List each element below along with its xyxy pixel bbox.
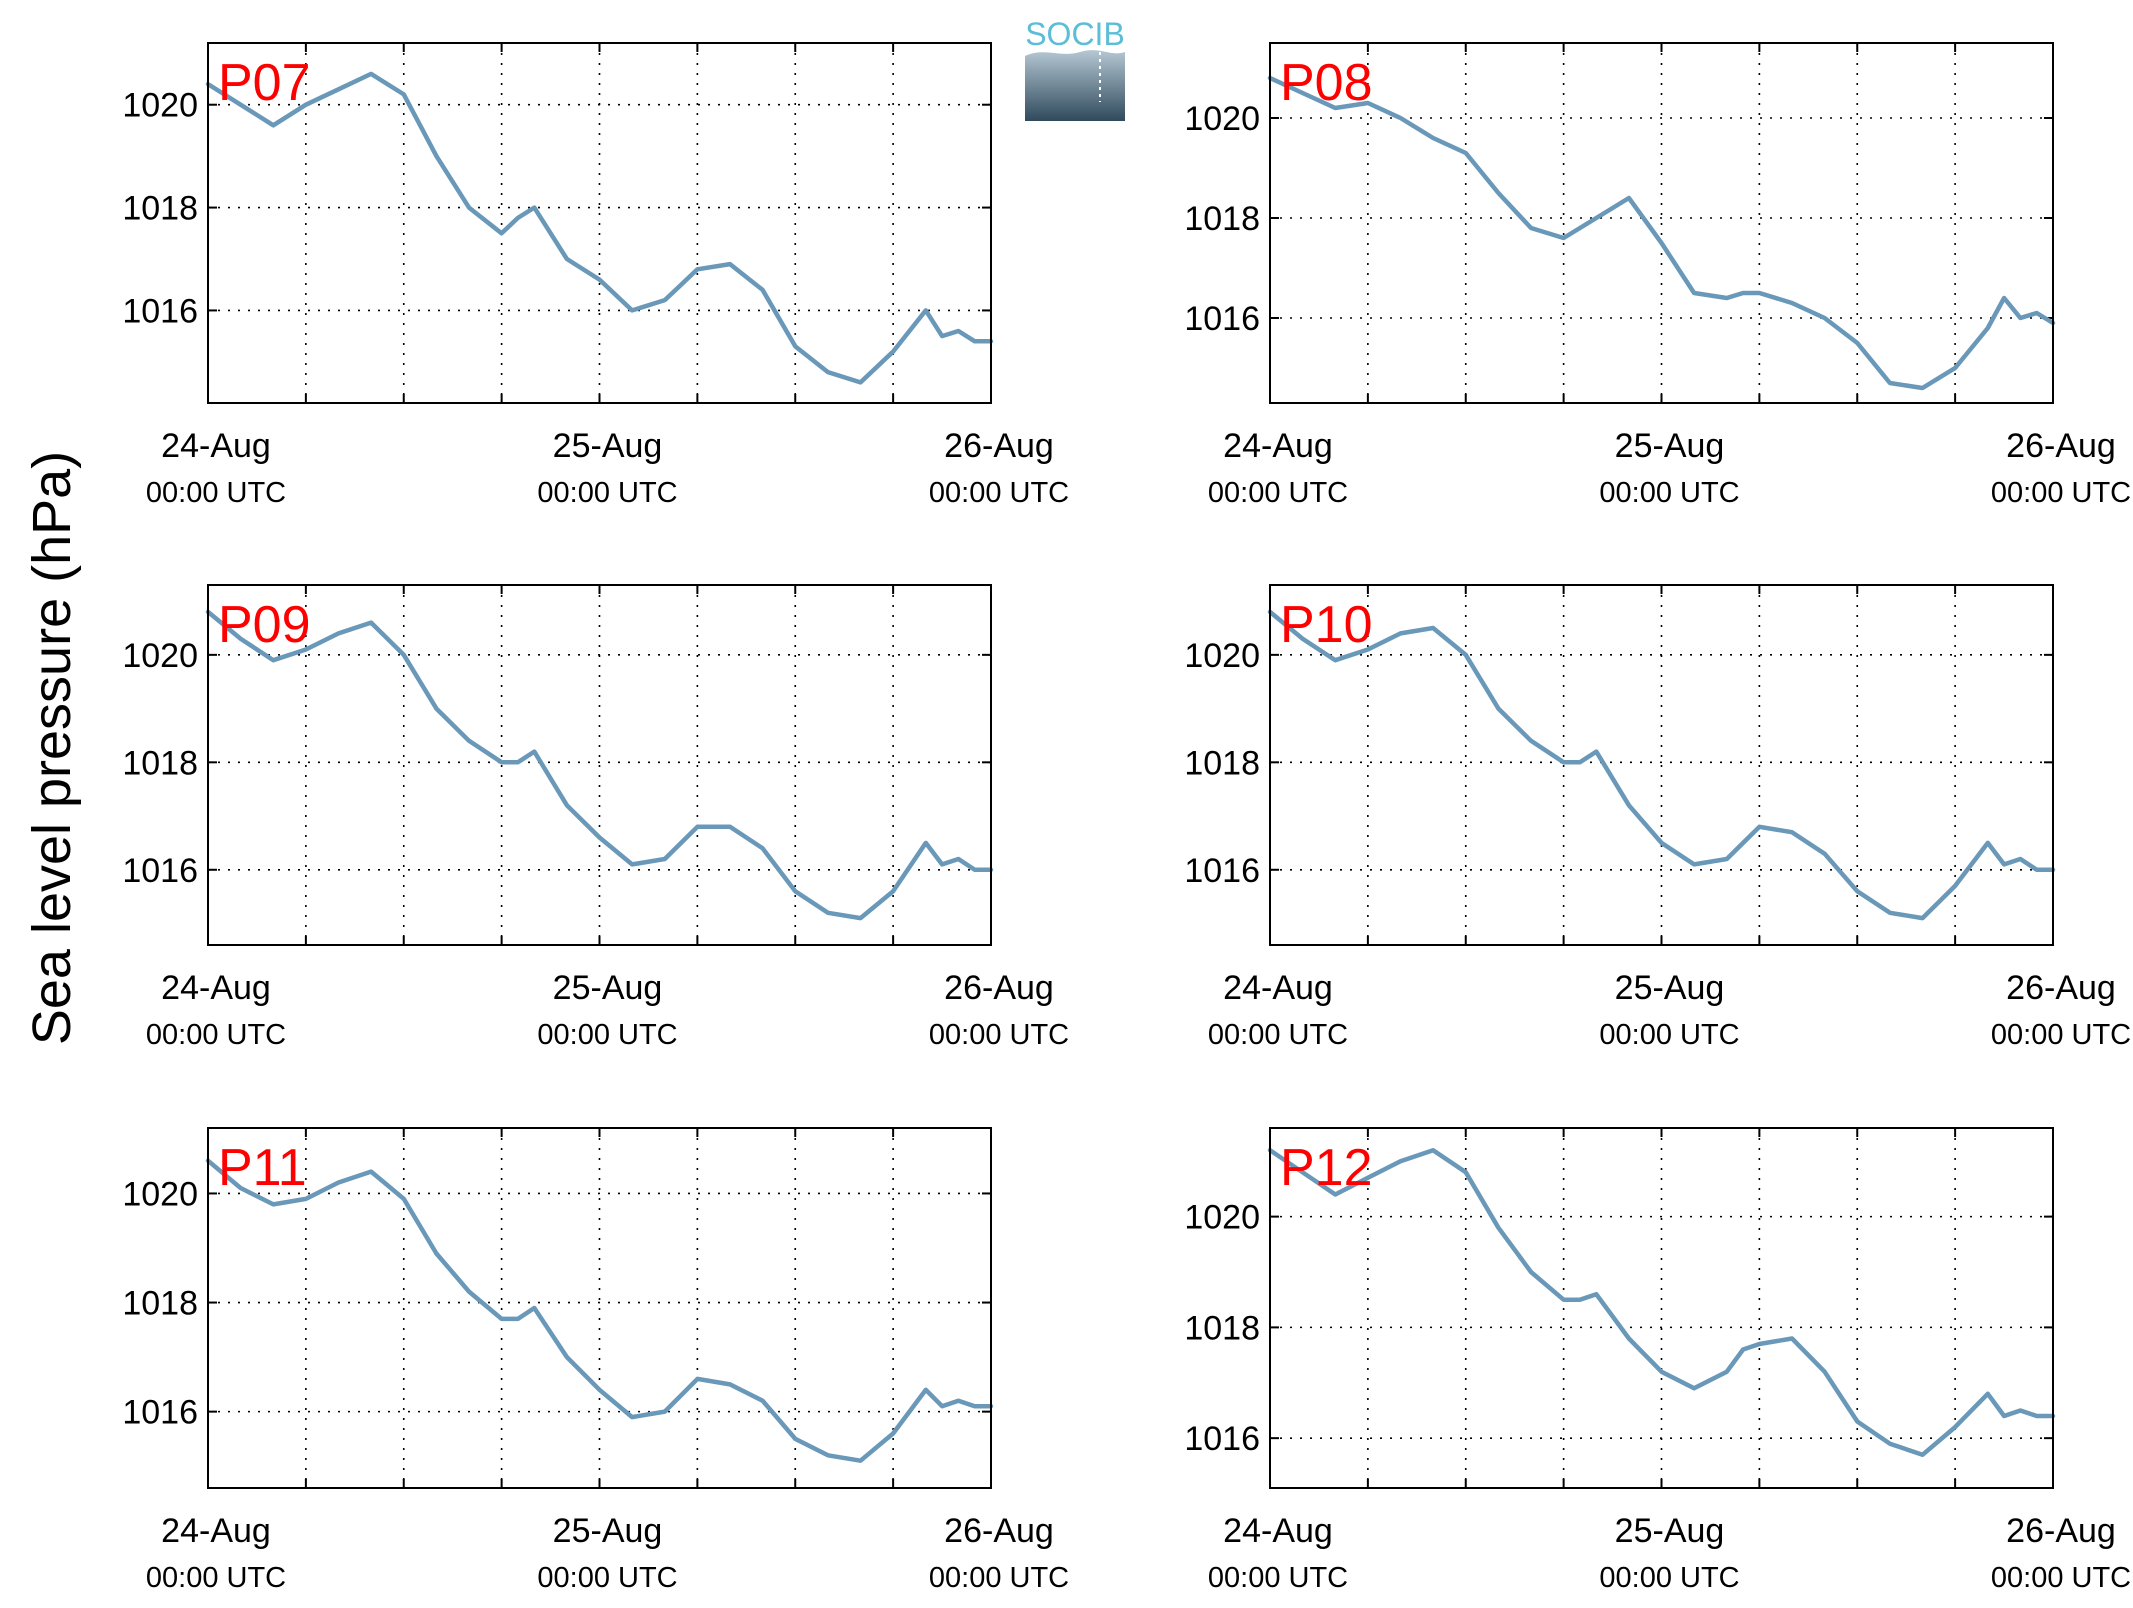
axes-box <box>1269 1127 2054 1489</box>
y-tick-label: 1018 <box>122 744 198 782</box>
x-tick-date-label: 24-Aug <box>161 969 271 1007</box>
x-tick-time-label: 00:00 UTC <box>1991 1562 2131 1594</box>
y-axis-label: Sea level pressure (hPa) <box>22 451 82 1045</box>
y-tick-label: 1020 <box>122 1175 198 1213</box>
panel-title: P11 <box>218 1139 307 1197</box>
logo-wave-shape <box>1025 50 1125 121</box>
x-tick-date-label: 24-Aug <box>1223 969 1333 1007</box>
y-tick-label: 1016 <box>122 292 198 330</box>
chart-panel-p07: 1016 1018 1020 24-Aug 00:00 UTC 25-Aug 00:00 U… <box>122 42 1069 509</box>
axes-box <box>1269 584 2054 946</box>
x-tick-date-label: 25-Aug <box>1615 1512 1725 1550</box>
x-tick-time-label: 00:00 UTC <box>537 477 677 509</box>
y-tick-label: 1018 <box>1184 200 1260 238</box>
series-line <box>1267 609 2056 921</box>
y-tick-label: 1020 <box>1184 100 1260 138</box>
y-tick-label: 1020 <box>122 87 198 125</box>
chart-panels: 1016 1018 1020 24-Aug 00:00 UTC 25-Aug 00:00 U… <box>122 42 2131 1594</box>
y-tick-label: 1016 <box>1184 1420 1260 1458</box>
axes-box <box>207 42 992 404</box>
x-tick-date-label: 26-Aug <box>2006 1512 2116 1550</box>
chart-panel-p12: 1016 1018 1020 24-Aug 00:00 UTC 25-Aug 00:00 U… <box>1184 1127 2131 1594</box>
x-tick-time-label: 00:00 UTC <box>537 1019 677 1051</box>
panel-title: P08 <box>1280 54 1373 112</box>
x-tick-time-label: 00:00 UTC <box>1599 1562 1739 1594</box>
socib-logo: SOCIB <box>1025 16 1125 121</box>
x-tick-date-label: 24-Aug <box>161 427 271 465</box>
y-tick-label: 1018 <box>122 1285 198 1323</box>
y-tick-label: 1020 <box>1184 1199 1260 1237</box>
x-tick-date-label: 26-Aug <box>2006 969 2116 1007</box>
x-tick-time-label: 00:00 UTC <box>929 1562 1069 1594</box>
y-tick-label: 1016 <box>122 1394 198 1432</box>
x-tick-date-label: 24-Aug <box>1223 427 1333 465</box>
y-tick-label: 1020 <box>122 637 198 675</box>
y-tick-label: 1020 <box>1184 637 1260 675</box>
y-tick-label: 1016 <box>1184 852 1260 890</box>
series-line <box>1267 75 2056 391</box>
x-tick-time-label: 00:00 UTC <box>1599 1019 1739 1051</box>
x-tick-time-label: 00:00 UTC <box>1991 1019 2131 1051</box>
series-line <box>205 1158 994 1463</box>
x-tick-time-label: 00:00 UTC <box>1208 477 1348 509</box>
x-tick-date-label: 25-Aug <box>553 1512 663 1550</box>
panel-title: P09 <box>218 596 311 654</box>
y-tick-label: 1016 <box>122 852 198 890</box>
x-tick-time-label: 00:00 UTC <box>929 477 1069 509</box>
y-tick-label: 1016 <box>1184 300 1260 338</box>
y-tick-label: 1018 <box>1184 1309 1260 1347</box>
x-tick-date-label: 25-Aug <box>1615 969 1725 1007</box>
panel-title: P07 <box>218 54 311 112</box>
x-tick-time-label: 00:00 UTC <box>929 1019 1069 1051</box>
x-tick-time-label: 00:00 UTC <box>146 1019 286 1051</box>
axes-box <box>207 1127 992 1489</box>
x-tick-date-label: 26-Aug <box>2006 427 2116 465</box>
y-tick-label: 1018 <box>1184 744 1260 782</box>
y-tick-label: 1018 <box>122 190 198 228</box>
chart-panel-p11: 1016 1018 1020 24-Aug 00:00 UTC 25-Aug 00:00 U… <box>122 1127 1069 1594</box>
axes-box <box>1269 42 2054 404</box>
x-tick-date-label: 25-Aug <box>553 969 663 1007</box>
panel-title: P12 <box>1280 1139 1373 1197</box>
x-tick-time-label: 00:00 UTC <box>1599 477 1739 509</box>
x-tick-time-label: 00:00 UTC <box>146 1562 286 1594</box>
x-tick-date-label: 24-Aug <box>161 1512 271 1550</box>
series-line <box>205 609 994 921</box>
series-line <box>205 71 994 385</box>
x-tick-time-label: 00:00 UTC <box>537 1562 677 1594</box>
x-tick-time-label: 00:00 UTC <box>1208 1562 1348 1594</box>
series-line <box>1267 1147 2056 1458</box>
x-tick-date-label: 24-Aug <box>1223 1512 1333 1550</box>
axes-box <box>207 584 992 946</box>
x-tick-time-label: 00:00 UTC <box>1991 477 2131 509</box>
logo-text: SOCIB <box>1025 16 1125 52</box>
x-tick-time-label: 00:00 UTC <box>146 477 286 509</box>
x-tick-time-label: 00:00 UTC <box>1208 1019 1348 1051</box>
chart-panel-p10: 1016 1018 1020 24-Aug 00:00 UTC 25-Aug 00:00 U… <box>1184 584 2131 1051</box>
x-tick-date-label: 26-Aug <box>944 427 1054 465</box>
chart-panel-p08: 1016 1018 1020 24-Aug 00:00 UTC 25-Aug 00:00 U… <box>1184 42 2131 509</box>
x-tick-date-label: 25-Aug <box>1615 427 1725 465</box>
x-tick-date-label: 26-Aug <box>944 969 1054 1007</box>
x-tick-date-label: 25-Aug <box>553 427 663 465</box>
x-tick-date-label: 26-Aug <box>944 1512 1054 1550</box>
panel-title: P10 <box>1280 596 1373 654</box>
chart-panel-p09: 1016 1018 1020 24-Aug 00:00 UTC 25-Aug 00:00 U… <box>122 584 1069 1051</box>
